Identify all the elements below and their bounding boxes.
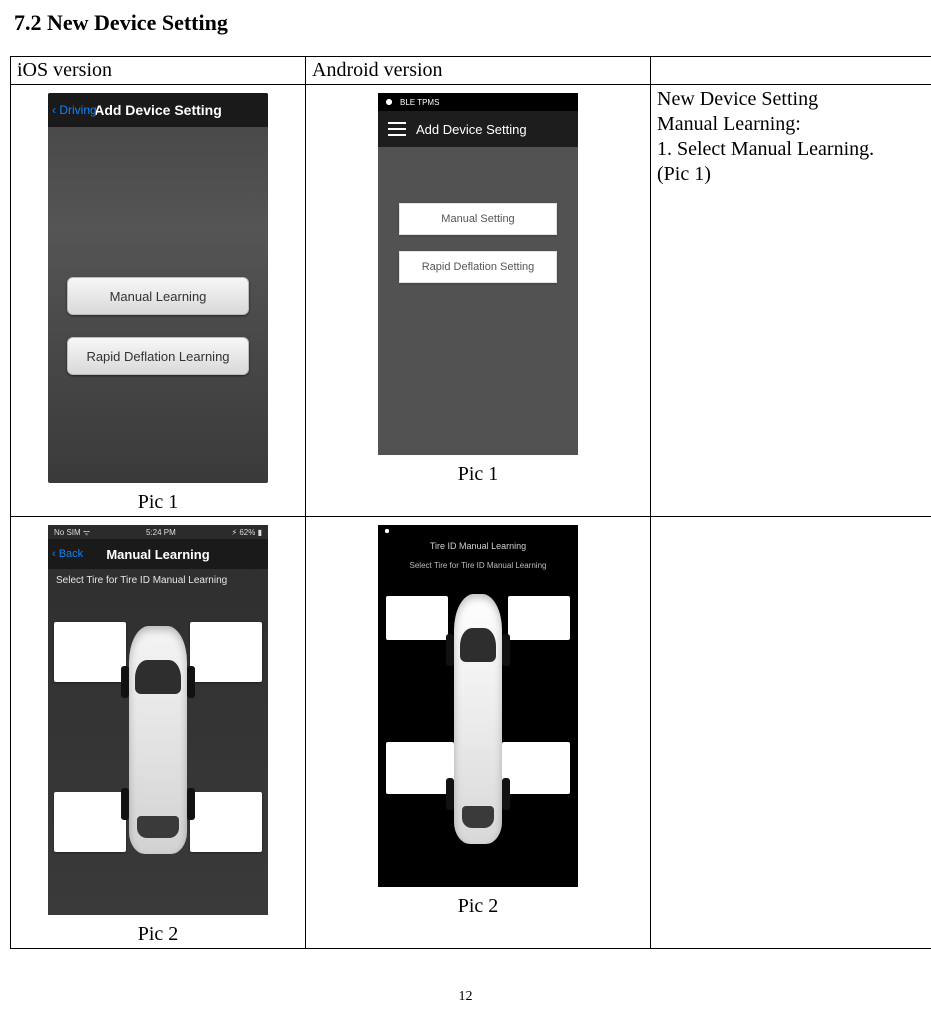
instr-line2: Manual Learning:	[657, 113, 801, 135]
tire-slot-front-left[interactable]	[54, 622, 126, 682]
tire-slot-front-right[interactable]	[508, 596, 570, 640]
cell-ios-pic1: ‹ Driving Add Device Setting Manual Lear…	[11, 85, 306, 517]
ios-navbar: ‹ Driving Add Device Setting	[48, 93, 268, 127]
cell-android-pic1: BLE TPMS Add Device Setting Manual Setti…	[306, 85, 651, 517]
android-statusbar: BLE TPMS	[378, 93, 578, 111]
caption-android-pic1: Pic 1	[312, 463, 644, 486]
ios-learn-back-link[interactable]: ‹ Back	[52, 548, 83, 560]
android-add-device-screenshot: BLE TPMS Add Device Setting Manual Setti…	[378, 93, 578, 455]
car-illustration	[125, 620, 191, 860]
tire-slot-rear-right[interactable]	[190, 792, 262, 852]
android-learn-crumb: Tire ID Manual Learning	[378, 537, 578, 555]
tire-slot-front-left[interactable]	[386, 596, 448, 640]
caption-ios-pic1: Pic 1	[17, 491, 299, 514]
android-learn-statusbar	[378, 525, 578, 537]
ios-status-battery: ⚡︎ 62% ▮	[232, 528, 262, 537]
manual-learning-button[interactable]: Manual Learning	[67, 277, 249, 315]
ios-back-link[interactable]: ‹ Driving	[52, 103, 97, 117]
ios-add-device-screenshot: ‹ Driving Add Device Setting Manual Lear…	[48, 93, 268, 483]
android-car-area	[378, 570, 578, 880]
rapid-deflation-setting-button[interactable]: Rapid Deflation Setting	[399, 251, 557, 283]
cell-android-pic2: Tire ID Manual Learning Select Tire for …	[306, 517, 651, 949]
caption-android-pic2: Pic 2	[312, 895, 644, 918]
ios-status-left: No SIM ᯤ	[54, 527, 90, 538]
header-android: Android version	[306, 57, 651, 85]
ios-learn-navbar: ‹ Back Manual Learning	[48, 539, 268, 569]
hamburger-menu-icon[interactable]	[388, 122, 406, 136]
ios-statusbar: No SIM ᯤ 5:24 PM ⚡︎ 62% ▮	[48, 525, 268, 539]
tire-slot-front-right[interactable]	[190, 622, 262, 682]
instr-line3: 1. Select Manual Learning.	[657, 138, 874, 160]
manual-setting-button[interactable]: Manual Setting	[399, 203, 557, 235]
android-status-label: BLE TPMS	[400, 98, 439, 107]
ios-learn-title: Manual Learning	[106, 547, 209, 562]
cell-ios-pic2: No SIM ᯤ 5:24 PM ⚡︎ 62% ▮ ‹ Back Manual …	[11, 517, 306, 949]
android-manual-learning-screenshot: Tire ID Manual Learning Select Tire for …	[378, 525, 578, 887]
ios-car-area	[48, 592, 268, 912]
car-illustration	[450, 588, 506, 850]
ios-manual-learning-screenshot: No SIM ᯤ 5:24 PM ⚡︎ 62% ▮ ‹ Back Manual …	[48, 525, 268, 915]
android-header-title: Add Device Setting	[416, 122, 527, 137]
caption-ios-pic2: Pic 2	[17, 923, 299, 946]
ios-nav-title: Add Device Setting	[94, 102, 222, 118]
android-learn-message: Select Tire for Tire ID Manual Learning	[378, 561, 578, 570]
tire-slot-rear-left[interactable]	[386, 742, 454, 794]
tpms-status-icon	[382, 95, 396, 109]
cell-empty-pic2	[651, 517, 931, 949]
tpms-status-icon	[382, 526, 392, 536]
section-title: 7.2 New Device Setting	[14, 10, 921, 36]
header-empty	[651, 57, 931, 85]
instr-line4: (Pic 1)	[657, 163, 711, 185]
ios-learn-message: Select Tire for Tire ID Manual Learning	[48, 569, 268, 592]
instr-line1: New Device Setting	[657, 88, 818, 110]
header-ios: iOS version	[11, 57, 306, 85]
doc-table: iOS version Android version ‹ Driving Ad…	[10, 56, 931, 949]
cell-instructions: New Device Setting Manual Learning: 1. S…	[651, 85, 931, 517]
tire-slot-rear-left[interactable]	[54, 792, 126, 852]
tire-slot-rear-right[interactable]	[502, 742, 570, 794]
android-header: Add Device Setting	[378, 111, 578, 147]
rapid-deflation-learning-button[interactable]: Rapid Deflation Learning	[67, 337, 249, 375]
ios-status-time: 5:24 PM	[146, 528, 176, 537]
